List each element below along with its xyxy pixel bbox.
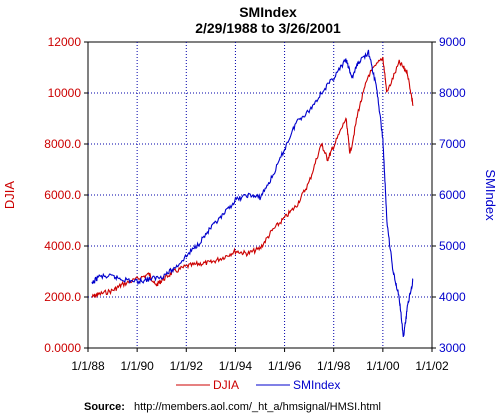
right-axis-ticks: 3000 4000 5000 6000 7000 8000 9000 <box>432 35 466 355</box>
x-tick-label: 1/1/00 <box>366 359 400 373</box>
x-tick-label: 1/1/92 <box>170 359 204 373</box>
left-tick-label: 2000.0 <box>44 290 81 304</box>
right-tick-label: 9000 <box>439 35 466 49</box>
chart-subtitle: 2/29/1988 to 3/26/2001 <box>195 20 341 36</box>
legend-label-smindex: SMIndex <box>293 378 340 392</box>
legend-label-djia: DJIA <box>213 378 239 392</box>
x-tick-label: 1/1/88 <box>71 359 105 373</box>
x-tick-label: 1/1/94 <box>219 359 253 373</box>
x-tick-label: 1/1/90 <box>120 359 154 373</box>
chart-title: SMIndex <box>239 4 297 20</box>
right-tick-label: 8000 <box>439 86 466 100</box>
right-tick-label: 6000 <box>439 188 466 202</box>
left-tick-label: 0.0000 <box>44 341 81 355</box>
left-tick-label: 10000 <box>48 86 82 100</box>
right-tick-label: 3000 <box>439 341 466 355</box>
right-tick-label: 7000 <box>439 137 466 151</box>
right-tick-label: 5000 <box>439 239 466 253</box>
right-axis-label: SMIndex <box>483 169 498 221</box>
left-axis-label: DJIA <box>2 181 17 210</box>
series-line-djia <box>91 56 414 299</box>
left-tick-label: 4000.0 <box>44 239 81 253</box>
left-tick-label: 12000 <box>48 35 82 49</box>
series-line-smindex <box>91 49 414 337</box>
series-layer <box>91 49 414 337</box>
x-tick-label: 1/1/96 <box>268 359 302 373</box>
left-tick-label: 8000.0 <box>44 137 81 151</box>
left-axis-ticks: 0.0000 2000.0 4000.0 6000.0 8000.0 10000 12000 <box>44 35 88 355</box>
x-tick-label: 1/1/02 <box>415 359 449 373</box>
source-url: http://members.aol.com/_ht_a/hmsignal/HM… <box>134 401 381 413</box>
right-tick-label: 4000 <box>439 290 466 304</box>
x-tick-label: 1/1/98 <box>317 359 351 373</box>
grid <box>88 42 432 348</box>
legend: DJIA SMIndex <box>176 378 340 392</box>
source-label: Source: <box>84 401 125 413</box>
x-axis-ticks: 1/1/88 1/1/90 1/1/92 1/1/94 1/1/96 1/1/98 1/1/… <box>71 348 449 373</box>
left-tick-label: 6000.0 <box>44 188 81 202</box>
